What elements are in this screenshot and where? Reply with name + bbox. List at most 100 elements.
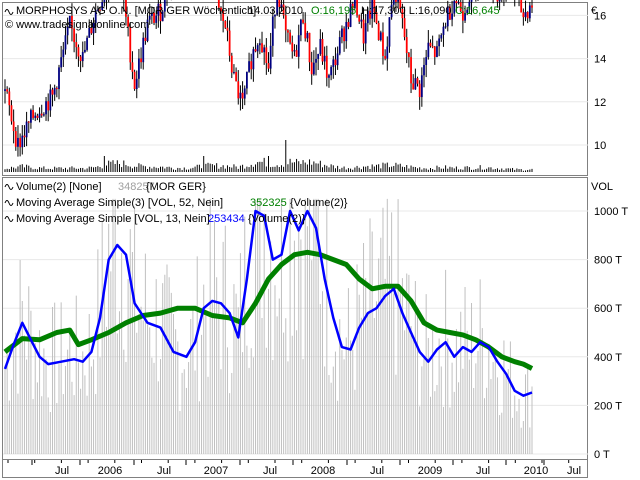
candle-body [347, 21, 350, 27]
candle-body [520, 0, 523, 13]
candle-body [40, 113, 43, 116]
candle-body [291, 42, 294, 52]
candle-body [304, 22, 307, 39]
time-tick-label: Jul [567, 465, 581, 477]
candle-body [258, 43, 261, 46]
candle-body [315, 58, 317, 63]
legend-ma52-suffix: {Volume(2)} [290, 197, 348, 209]
candle-body [6, 89, 9, 92]
candle-body [27, 121, 30, 123]
candle-body [224, 20, 227, 28]
candle-body [384, 55, 387, 59]
candle-body [356, 0, 358, 16]
candle-body [25, 121, 28, 138]
price-panel-volume-bars [4, 140, 533, 172]
candle-body [55, 87, 58, 90]
candle-body [8, 91, 11, 106]
candle-body [496, 0, 499, 2]
wave-icon [4, 184, 14, 190]
candle-body [51, 89, 54, 95]
candle-body [468, 1, 471, 10]
candle-body [263, 47, 266, 53]
candle-body [23, 135, 26, 138]
candle-body [401, 9, 404, 19]
candle-body [140, 58, 142, 63]
legend-volume-suffix: {MOR GER} [146, 181, 206, 193]
header-high-low: H:17,300 L:16,090 [361, 5, 452, 17]
candle-body [267, 63, 270, 69]
candle-body [155, 15, 158, 23]
candle-body [531, 5, 533, 8]
candle-body [17, 137, 19, 147]
ma13-line [3, 209, 533, 397]
candle-body [157, 3, 160, 16]
candle-body [528, 5, 531, 19]
volume-bars [4, 198, 533, 454]
candle-body [47, 101, 50, 111]
candle-body [265, 47, 268, 64]
candle-body [302, 19, 304, 23]
volume-tick-label: 200 T [594, 400, 622, 412]
legend-volume: Volume(2) [None] 348257 {MOR GER} [4, 181, 206, 193]
candle-body [297, 35, 300, 57]
wave-icon [4, 9, 14, 15]
legend-ma52-text: Moving Average Simple(3) [VOL, 52, Nein] [16, 197, 223, 209]
price-panel-frame [2, 2, 588, 176]
candle-body [71, 15, 73, 29]
candle-body [431, 46, 434, 48]
candle-body [289, 32, 291, 43]
time-tick-label: 2007 [204, 465, 228, 477]
candle-body [522, 12, 525, 18]
candle-body [334, 59, 337, 66]
candle-body [276, 0, 279, 15]
candle-body [75, 42, 78, 48]
candle-body [84, 49, 86, 52]
candle-body [12, 121, 15, 132]
candle-body [250, 61, 253, 70]
volume-tick-label: 0 T [594, 449, 610, 461]
price-tick-label: 14 [594, 54, 606, 66]
candle-body [73, 28, 76, 43]
candle-body [366, 10, 369, 24]
candle-body [161, 11, 164, 22]
candle-body [449, 6, 451, 20]
candle-body [451, 13, 453, 20]
candle-body [416, 78, 419, 84]
candle-body [235, 71, 238, 82]
legend-ma13-value: 253434 [208, 213, 245, 225]
time-tick-label: 2009 [418, 465, 442, 477]
chart-title: MORPHOSYS AG O.N. [MOR GER Wöchentlich] [16, 5, 256, 17]
candle-body [138, 58, 140, 79]
candle-body [375, 12, 378, 24]
candle-body [271, 16, 274, 46]
candle-body [34, 115, 37, 118]
volume-tick-label: 1000 T [594, 206, 628, 218]
time-tick-label: 2008 [311, 465, 335, 477]
candle-body [461, 11, 464, 21]
candle-body [453, 0, 456, 14]
time-tick-label: Jul [157, 465, 171, 477]
candle-body [464, 13, 466, 21]
candle-body [42, 114, 45, 116]
candle-body [395, 0, 397, 2]
candle-body [243, 88, 246, 99]
candle-body [388, 17, 391, 47]
wave-icon [4, 216, 14, 222]
candle-body [397, 0, 399, 2]
candle-body [284, 15, 287, 31]
candle-body [62, 49, 65, 58]
candle-body [77, 47, 80, 57]
candle-body [323, 55, 326, 62]
candle-body [79, 56, 82, 62]
legend-ma13: Moving Average Simple [VOL, 13, Nein] 25… [4, 213, 306, 225]
candle-body [38, 113, 41, 118]
candle-body [371, 0, 374, 19]
ma52-line [3, 249, 534, 371]
candle-body [88, 28, 91, 38]
candle-body [438, 38, 441, 47]
candle-body [150, 12, 153, 16]
price-gridlines [3, 14, 588, 146]
candle-body [418, 83, 421, 98]
price-candles [4, 0, 533, 157]
